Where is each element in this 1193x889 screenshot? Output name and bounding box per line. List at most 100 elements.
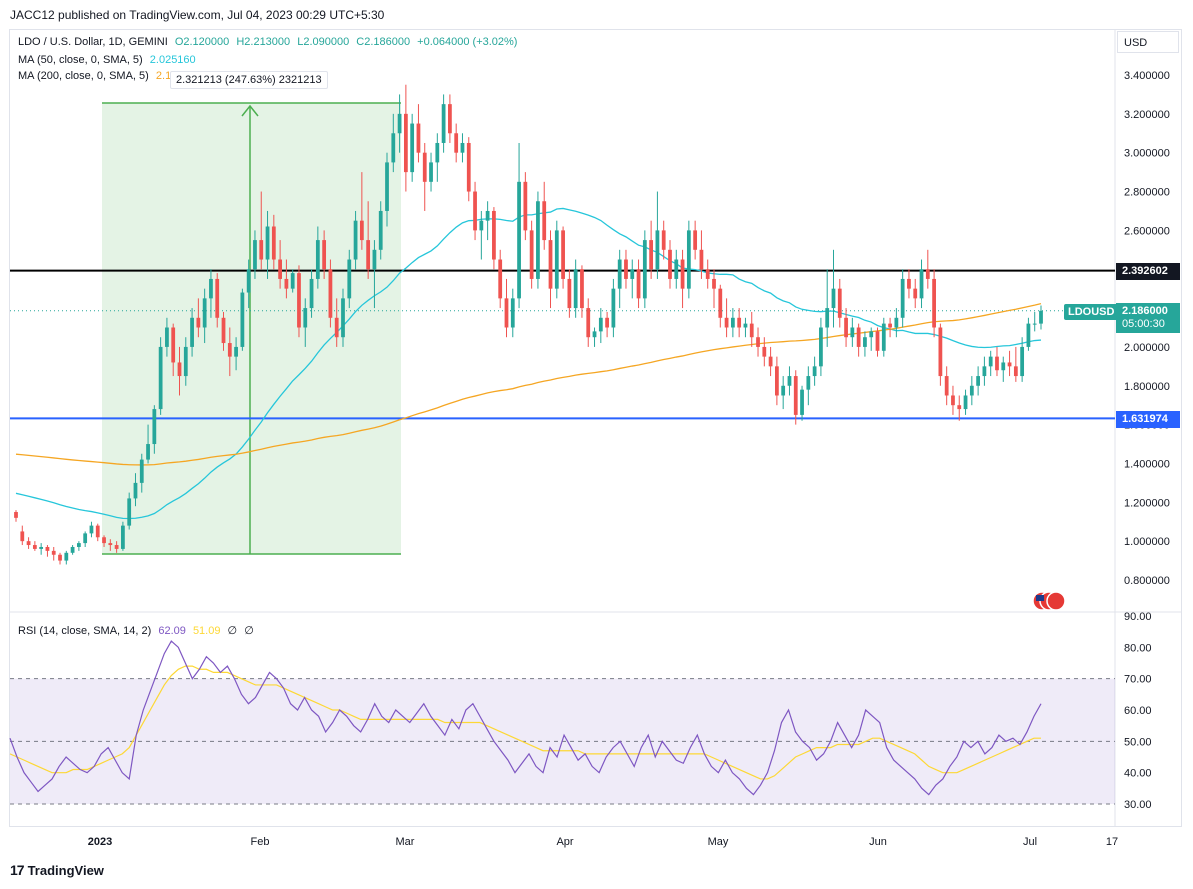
candle-body <box>592 331 597 338</box>
candle <box>957 395 962 421</box>
candle-body <box>290 273 295 289</box>
candle <box>856 323 861 357</box>
candle <box>712 269 716 309</box>
candle <box>492 207 496 270</box>
candle-body <box>479 220 484 231</box>
symbol-price-label: LDOUSD <box>1064 304 1119 320</box>
candle-body <box>850 327 855 338</box>
candle <box>435 133 440 182</box>
candle <box>894 308 899 338</box>
candle <box>158 337 163 415</box>
candle-body <box>705 269 710 279</box>
candlesticks <box>14 84 1043 565</box>
candle <box>284 259 289 299</box>
candle-body <box>1001 362 1006 371</box>
candle-body <box>221 317 226 344</box>
candle-body <box>668 249 672 279</box>
candle <box>309 269 314 318</box>
candle-body <box>686 230 691 289</box>
candle-body <box>881 323 886 351</box>
candle-body <box>385 162 389 211</box>
rsi-axis-label: 50.00 <box>1124 736 1152 748</box>
candle <box>95 523 100 542</box>
candle-body <box>504 298 509 328</box>
candle-body <box>397 113 402 134</box>
candle <box>259 191 264 270</box>
candle-body <box>108 543 113 546</box>
price-axis-label: 1.000000 <box>1124 536 1170 548</box>
candle <box>598 308 603 344</box>
candle-body <box>1007 362 1012 367</box>
price-axis-label: 3.000000 <box>1124 148 1170 160</box>
candle-body <box>907 278 911 289</box>
candle <box>334 298 339 347</box>
us-flag-icons[interactable] <box>1032 590 1076 612</box>
candle <box>724 298 729 338</box>
candle-body <box>26 541 31 546</box>
candle <box>913 278 918 309</box>
candle <box>762 337 767 367</box>
symbol-legend[interactable]: LDO / U.S. Dollar, 1D, GEMINI O2.120000 … <box>18 36 521 48</box>
candle-body <box>944 376 949 396</box>
candle-body <box>271 226 276 260</box>
candle <box>529 220 534 289</box>
candle-body <box>51 550 56 555</box>
candle <box>297 265 301 338</box>
candle <box>611 278 616 338</box>
tradingview-logo-icon: 17 <box>10 862 25 878</box>
candle-body <box>240 292 245 347</box>
candle-body <box>259 240 264 260</box>
candle <box>177 346 182 396</box>
candle <box>479 210 484 260</box>
candle-body <box>372 249 377 270</box>
candle <box>655 191 660 279</box>
candle <box>504 278 509 338</box>
price-axis-label: 1.200000 <box>1124 497 1170 509</box>
candle-body <box>762 346 767 357</box>
rsi-legend[interactable]: RSI (14, close, SMA, 14, 2) 62.09 51.09 … <box>18 624 258 637</box>
candle <box>668 240 672 289</box>
candle-body <box>403 113 408 173</box>
candle <box>385 152 389 227</box>
measure-box <box>102 102 401 555</box>
last-price-value: 2.186000 <box>1122 305 1168 317</box>
candle <box>919 259 924 309</box>
candle-body <box>661 230 666 250</box>
candle <box>202 288 207 344</box>
candle-body <box>492 210 496 260</box>
candle <box>114 541 119 553</box>
candle-body <box>284 278 289 289</box>
candle-body <box>253 240 257 270</box>
candle <box>536 191 540 289</box>
candle-body <box>611 288 616 328</box>
measure-fill <box>102 103 401 554</box>
footer-brand[interactable]: 17 TradingView <box>10 862 104 878</box>
ma50-legend[interactable]: MA (50, close, 0, SMA, 5) 2.025160 <box>18 54 200 66</box>
candle-body <box>963 395 968 410</box>
candle <box>561 226 565 289</box>
candle-body <box>315 240 320 279</box>
candle-body <box>617 259 622 289</box>
grid-layer <box>10 30 1182 826</box>
candle-body <box>988 356 993 367</box>
candle-body <box>875 331 880 351</box>
candle <box>485 201 490 241</box>
candle <box>699 230 704 279</box>
candle <box>586 298 591 347</box>
candle-body <box>919 269 924 299</box>
candle <box>341 288 345 347</box>
rsi-ma-line <box>9 665 1041 780</box>
candle <box>686 220 691 299</box>
currency-selector[interactable]: USD <box>1117 31 1179 53</box>
candle <box>888 317 892 338</box>
candle-body <box>83 533 88 544</box>
candle <box>636 259 641 309</box>
candle-body <box>624 259 628 279</box>
candle-body <box>510 298 515 328</box>
candle <box>674 249 679 289</box>
candle-body <box>775 366 779 396</box>
change-value: +0.064000 (+3.02%) <box>417 36 518 48</box>
candle-body <box>699 249 704 270</box>
candle <box>165 317 169 357</box>
